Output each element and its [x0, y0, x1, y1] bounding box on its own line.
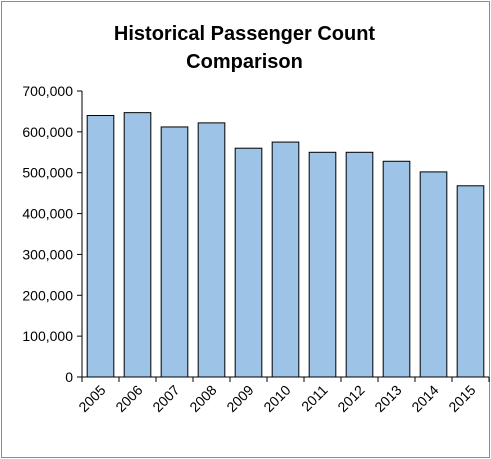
bar-2012 — [345, 151, 374, 378]
x-tick-label-2007: 2007 — [149, 382, 182, 415]
axes-group — [77, 90, 490, 382]
x-tick-label-2014: 2014 — [408, 382, 441, 415]
y-tick-label: 500,000 — [22, 165, 73, 181]
bar-2015 — [456, 185, 485, 378]
x-tick-label-2009: 2009 — [223, 382, 256, 415]
y-tick-label: 400,000 — [22, 206, 73, 222]
bar-2008 — [197, 122, 226, 378]
y-tick-label: 300,000 — [22, 246, 73, 262]
x-tick-label-2013: 2013 — [371, 382, 404, 415]
chart-title: Historical Passenger Count Comparison — [0, 20, 489, 76]
y-tick-label: 0 — [65, 369, 73, 385]
x-tick-label-2012: 2012 — [334, 382, 367, 415]
bar-2011 — [308, 151, 337, 378]
bar-2014 — [419, 171, 448, 378]
x-tick-label-2015: 2015 — [445, 382, 478, 415]
bar-2013 — [382, 160, 411, 378]
bar-2009 — [234, 147, 263, 378]
y-tick-label: 700,000 — [22, 83, 73, 99]
bar-2007 — [160, 126, 189, 378]
y-tick-label: 600,000 — [22, 124, 73, 140]
x-tick-label-2006: 2006 — [112, 382, 145, 415]
chart-title-line-2: Comparison — [186, 51, 303, 73]
x-tick-label-2010: 2010 — [260, 382, 293, 415]
bar-2006 — [123, 112, 152, 378]
x-tick-label-2008: 2008 — [186, 382, 219, 415]
x-tick-labels: 2005 2006 2007 2008 2009 2010 2011 2012 2013 2014… — [75, 382, 478, 415]
y-tick-label: 100,000 — [22, 328, 73, 344]
x-tick-label-2005: 2005 — [75, 382, 108, 415]
bar-2010 — [271, 141, 300, 378]
bar-2005 — [86, 115, 115, 378]
y-tick-label: 200,000 — [22, 287, 73, 303]
bars-group — [86, 112, 485, 378]
y-tick-labels: 0 100,000 200,000 300,000 400,000 500,000 600,… — [22, 83, 73, 385]
chart-title-line-1: Historical Passenger Count — [113, 23, 376, 45]
x-tick-label-2011: 2011 — [298, 382, 331, 415]
